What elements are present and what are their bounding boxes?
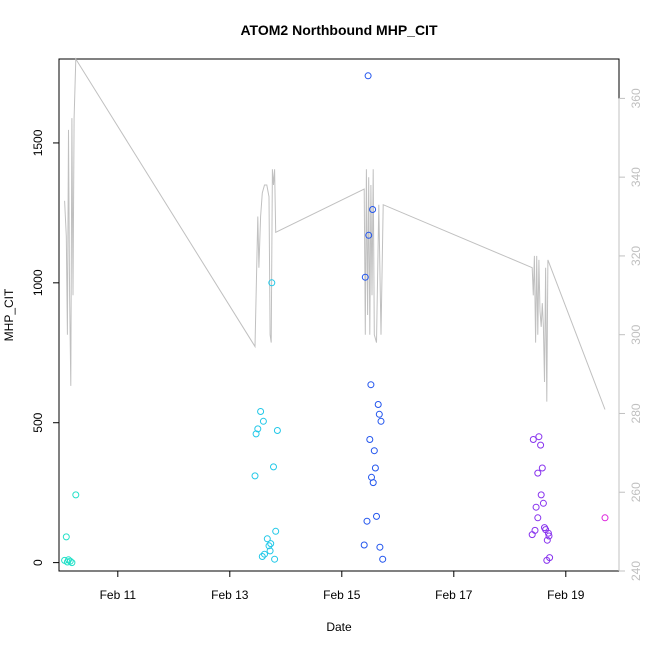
- data-point: [261, 550, 268, 558]
- data-point: [537, 491, 545, 499]
- data-point: [601, 514, 609, 522]
- data-point: [273, 427, 281, 434]
- x-tick-label: Feb 19: [547, 588, 585, 602]
- data-point: [268, 279, 276, 287]
- data-point: [379, 555, 387, 563]
- right-axis-tick-label: 340: [629, 167, 643, 187]
- points-layer: [61, 72, 609, 567]
- data-point: [252, 430, 260, 438]
- data-point: [373, 512, 380, 520]
- x-tick-label: Feb 11: [100, 588, 137, 602]
- right-axis-tick-label: 360: [629, 88, 643, 108]
- data-point: [360, 541, 368, 549]
- data-point: [66, 557, 74, 565]
- data-point: [534, 514, 542, 522]
- data-point: [72, 491, 80, 499]
- data-point: [259, 417, 267, 425]
- data-point: [254, 425, 262, 433]
- y-tick-label: 500: [31, 412, 45, 432]
- x-tick-label: Feb 15: [323, 588, 361, 602]
- data-point: [364, 72, 372, 80]
- right-axis-tick-label: 240: [629, 561, 643, 581]
- data-point: [531, 526, 539, 534]
- data-point: [267, 540, 275, 548]
- data-point: [68, 559, 76, 567]
- data-point: [535, 433, 543, 441]
- data-point: [263, 535, 271, 543]
- data-point: [529, 436, 537, 443]
- data-point: [251, 472, 259, 480]
- y-tick-label: 1000: [31, 269, 45, 296]
- right-axis-line-series: [64, 57, 606, 410]
- chart-title: ATOM2 Northbound MHP_CIT: [240, 22, 437, 38]
- x-axis: Feb 11 Feb 13 Feb 15 Feb 17 Feb 19: [100, 570, 585, 602]
- right-axis: 240 260 280 300 320 340 360: [618, 88, 643, 581]
- data-point: [546, 554, 554, 562]
- data-point: [257, 408, 265, 415]
- data-point: [374, 401, 382, 408]
- y-axis: 0 500 1000 1500: [31, 129, 60, 566]
- right-axis-tick-label: 320: [629, 246, 643, 266]
- data-point: [539, 499, 547, 507]
- data-point: [532, 503, 540, 511]
- data-point: [62, 533, 70, 541]
- data-point: [265, 542, 273, 550]
- data-point: [543, 536, 551, 544]
- data-point: [538, 464, 546, 472]
- data-point: [271, 555, 279, 563]
- data-point: [375, 410, 383, 418]
- data-point: [371, 464, 379, 472]
- data-point: [365, 231, 373, 239]
- line-layer: [64, 57, 606, 410]
- data-point: [266, 547, 274, 555]
- x-tick-label: Feb 17: [435, 588, 473, 602]
- data-point: [369, 479, 377, 487]
- right-axis-tick-label: 280: [629, 403, 643, 423]
- right-axis-tick-label: 260: [629, 482, 643, 502]
- y-tick-label: 1500: [31, 129, 45, 156]
- x-tick-label: Feb 13: [211, 588, 249, 602]
- x-axis-label: Date: [326, 620, 352, 634]
- data-point: [258, 553, 266, 560]
- data-point: [369, 206, 377, 213]
- data-point: [376, 543, 384, 551]
- data-point: [272, 527, 280, 535]
- data-point: [370, 447, 378, 455]
- right-axis-tick-label: 300: [629, 324, 643, 344]
- data-point: [270, 463, 277, 471]
- data-point: [537, 441, 545, 449]
- data-point: [534, 469, 542, 477]
- data-point: [363, 517, 371, 525]
- y-axis-label: MHP_CIT: [2, 288, 16, 341]
- data-point: [367, 381, 375, 389]
- data-point: [545, 532, 553, 540]
- data-point: [544, 529, 552, 537]
- y-tick-label: 0: [31, 559, 45, 566]
- data-point: [377, 417, 385, 425]
- data-point: [361, 273, 369, 281]
- data-point: [366, 436, 374, 443]
